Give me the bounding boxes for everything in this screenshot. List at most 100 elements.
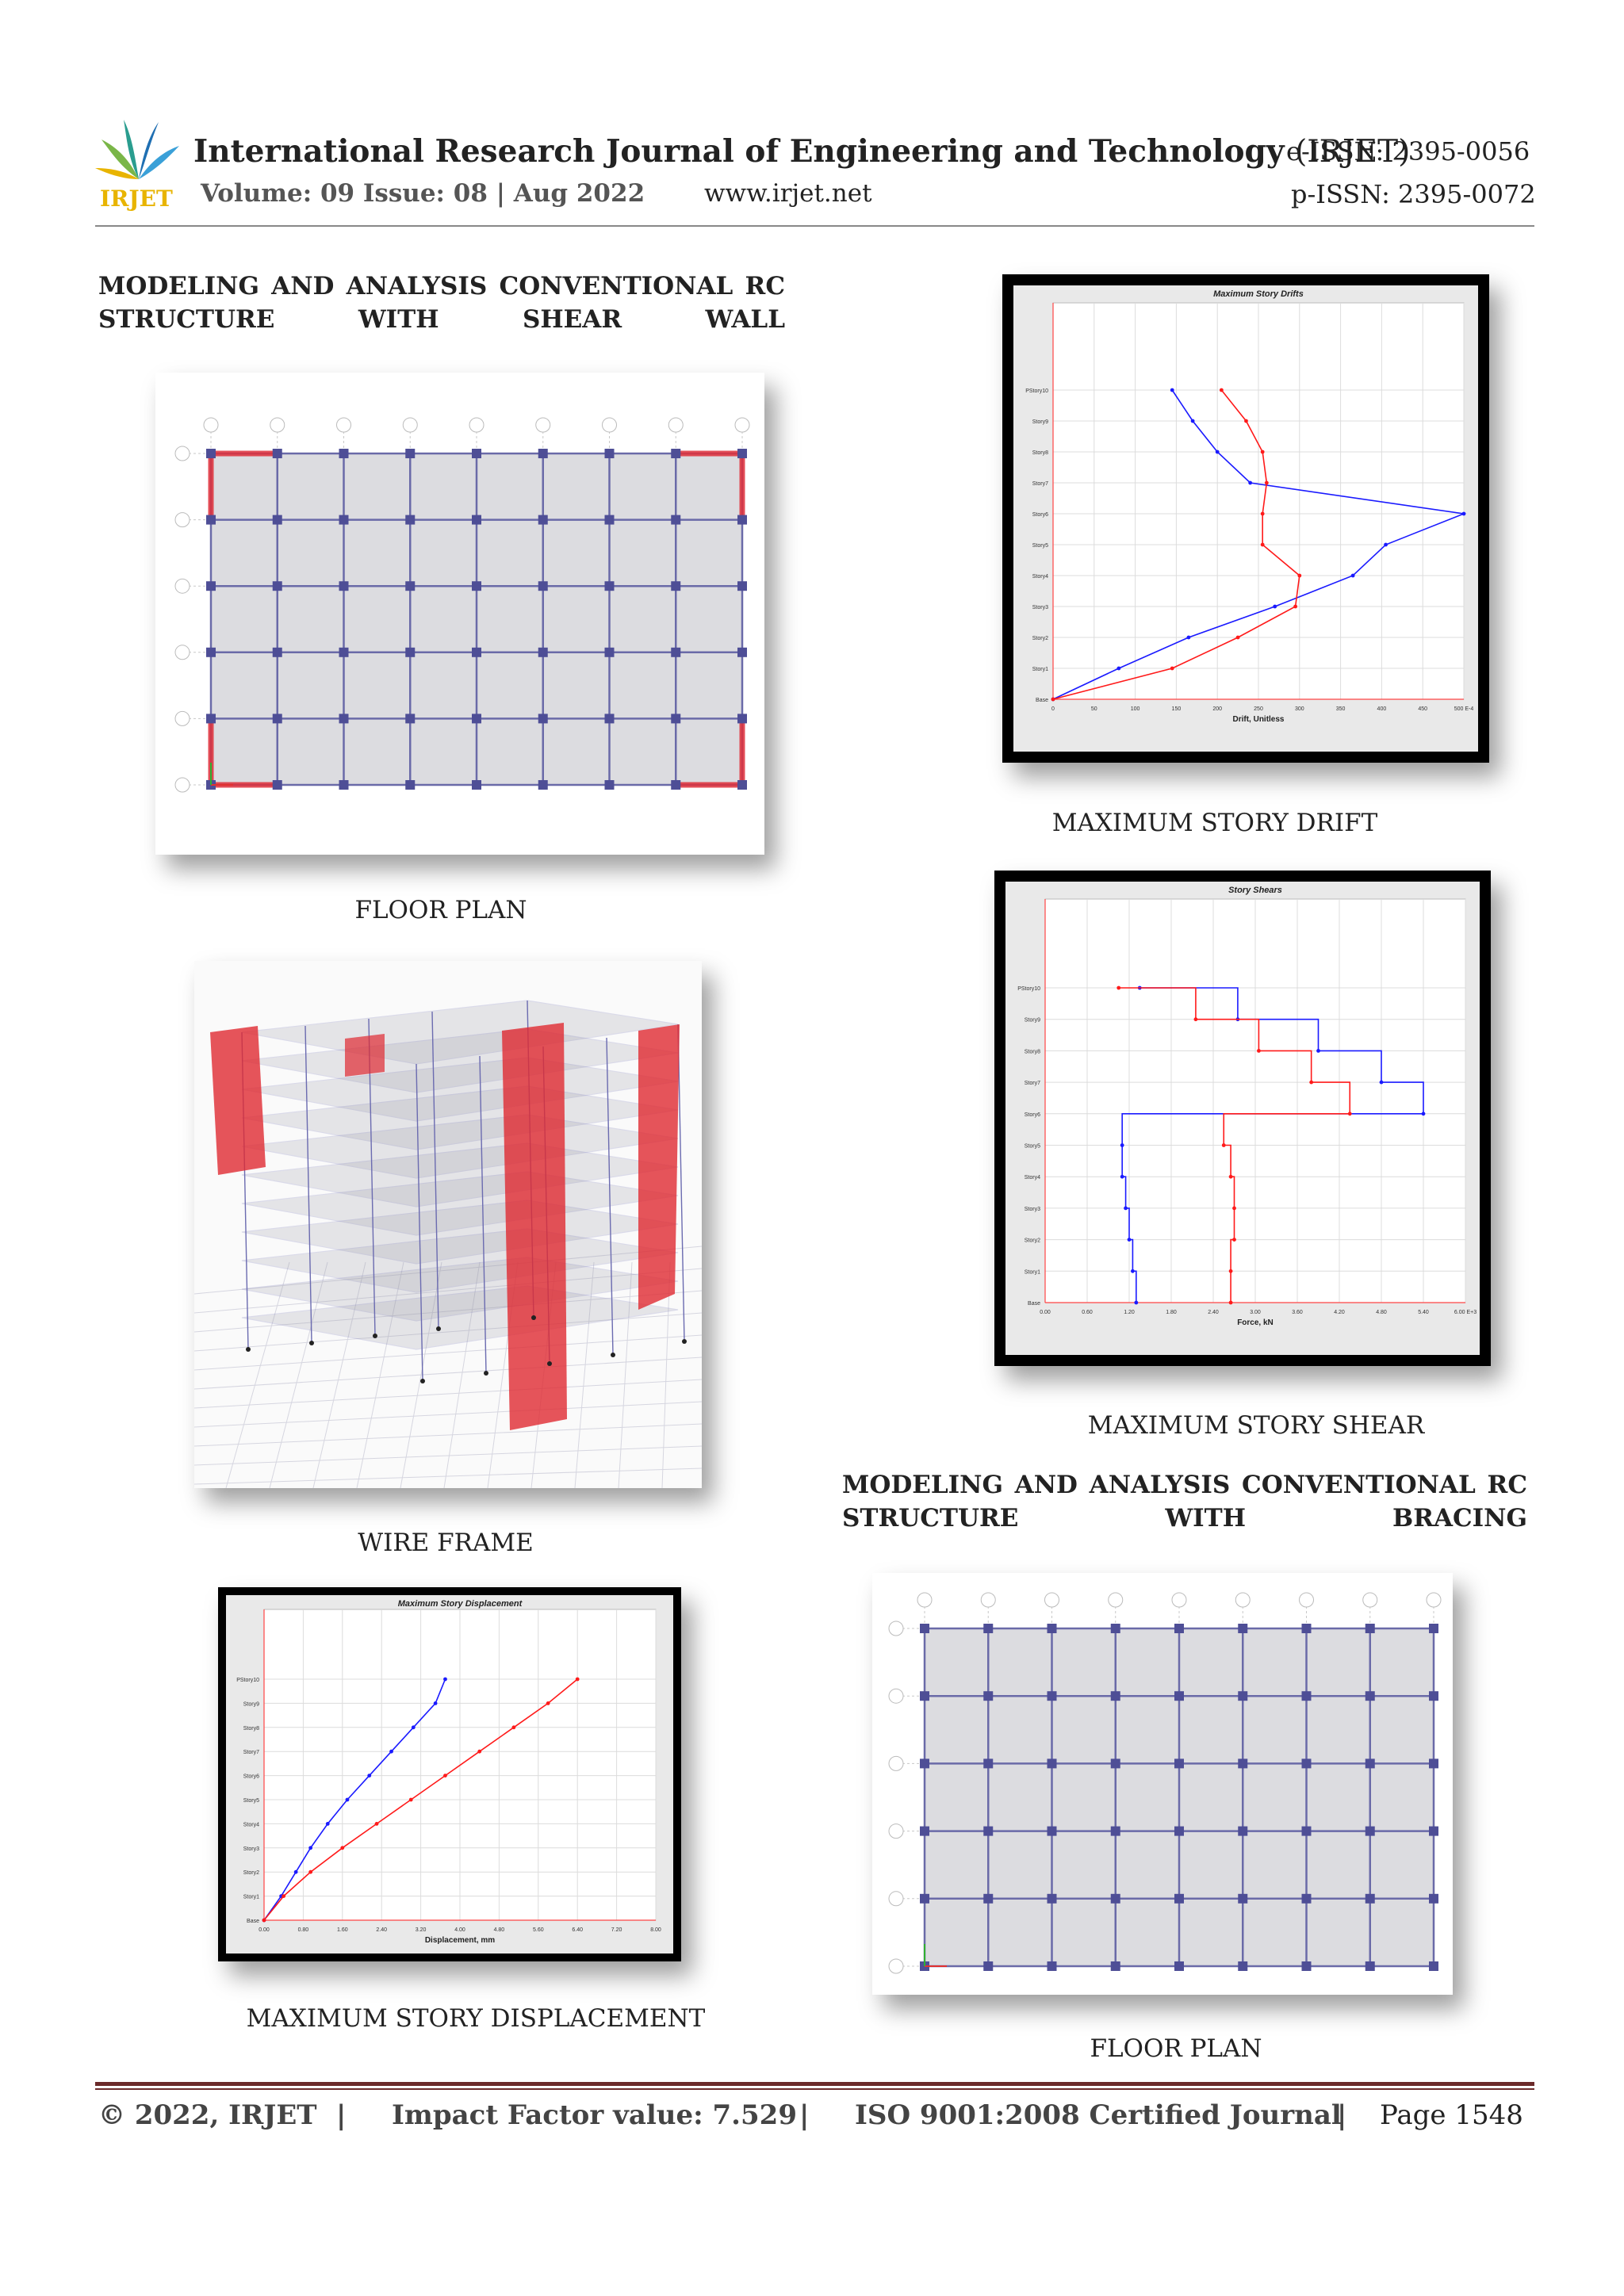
y-tick-label: Story4 [243,1822,259,1827]
column [920,1826,929,1836]
column [1174,1826,1184,1836]
support-node [436,1326,441,1331]
frame-column [606,1037,614,1356]
data-point [1461,511,1466,516]
column [206,647,216,657]
data-point [1131,1269,1135,1273]
support-node [547,1361,552,1366]
caption-max-shear: MAXIMUM STORY SHEAR [1087,1411,1425,1440]
grid-bubble [888,1621,904,1636]
data-point [293,1869,298,1874]
grid-bubble [734,417,750,433]
grid-bubble [336,417,351,433]
y-tick-label: Story1 [243,1895,259,1900]
ground-grid-line [193,1357,703,1390]
data-point [1235,635,1240,640]
data-point [1170,388,1174,392]
y-tick-label: PStory10 [1017,986,1040,992]
column [983,1961,994,1971]
grid-bubble [888,1891,904,1907]
logo-text: IRJET [100,186,173,212]
data-point [1051,697,1055,702]
grid-bubble [402,417,418,433]
x-tick-label: 1.80 [1166,1310,1177,1315]
grid-bubble [888,1958,904,1974]
column [1238,1893,1248,1904]
bracing-heading: MODELING AND ANALYSIS CONVENTIONAL RC ST… [842,1468,1527,1535]
data-point [1293,604,1298,609]
shear-chart: Story Shears 0.00 0.60 1.20 1.80 2.40 3.00 3.60… [1005,882,1480,1355]
x-tick-label: 0.00 [1040,1310,1051,1315]
drift-chart-frame: Maximum Story Drifts 0 50 100 150 200 250 300 35… [1002,274,1489,763]
x-tick-label: 2.40 [1208,1310,1219,1315]
x-tick-label: 5.60 [533,1927,544,1933]
data-point [1384,542,1388,547]
data-point [340,1846,345,1850]
y-tick-label: Story1 [1032,667,1048,672]
x-tick-label: 100 [1131,706,1140,712]
column [604,714,615,724]
floor-slab [241,1285,679,1350]
x-axis-label: Drift, Unitless [1232,715,1284,724]
column [472,780,481,790]
column [1047,1961,1057,1971]
column [1429,1826,1438,1836]
column [604,515,615,525]
frame-column [304,1025,312,1344]
journal-abbr: (IRJET) [1295,134,1411,170]
y-tick-label: Base [1036,698,1048,703]
x-tick-label: 0 [1051,706,1055,712]
displacement-chart-frame: Maximum Story Displacement 0.00 0.80 1.60 2.… [218,1587,681,1961]
data-point [1260,542,1265,547]
grid-bubble [1171,1592,1187,1608]
data-point [1120,1174,1124,1179]
data-point [1228,1269,1233,1273]
y-tick-label: Story2 [1025,1238,1040,1244]
data-point [1219,388,1224,392]
x-tick-label: 6.40 [572,1927,583,1933]
journal-name: International Research Journal of Engine… [193,133,1285,170]
data-point [1316,1049,1320,1053]
x-tick-label: 250 [1254,706,1263,712]
data-point [1221,1143,1226,1147]
data-point [1215,450,1220,454]
column [538,714,548,724]
y-tick-label: Story7 [1025,1081,1040,1086]
website-link[interactable]: www.irjet.net [704,179,872,208]
caption-max-drift: MAXIMUM STORY DRIFT [1051,809,1378,837]
floor-slab [241,1142,679,1207]
column [339,714,349,724]
y-tick-label: Story2 [243,1870,259,1876]
column [1238,1624,1248,1633]
data-point [1190,419,1195,423]
chart-title: Story Shears [1228,886,1282,895]
frame-column [416,1063,423,1382]
column [405,515,416,525]
column [671,581,681,591]
grid-bubble [888,1823,904,1839]
grid-bubble [174,710,190,726]
grid-bubble [917,1592,933,1608]
column [1047,1758,1057,1769]
footer-impact: Impact Factor value: 7.529 [392,2099,797,2131]
column [1110,1624,1120,1633]
ground-grid-line [356,1261,404,1489]
x-tick-label: 3.20 [416,1927,427,1933]
column [737,647,747,657]
column [272,647,282,657]
x-tick-label: 4.00 [454,1927,465,1933]
column [1174,1961,1184,1971]
column [983,1624,994,1633]
ground-grid-line [193,1312,703,1352]
column [472,581,481,591]
column [272,581,282,591]
column [1174,1691,1184,1701]
column [983,1826,994,1836]
data-point [1228,1174,1233,1179]
data-point [1347,1112,1352,1116]
column [339,449,349,458]
grid-bubble [1235,1592,1251,1608]
data-point [325,1822,330,1826]
data-point [1273,604,1277,609]
x-tick-label: 1.60 [337,1927,348,1933]
